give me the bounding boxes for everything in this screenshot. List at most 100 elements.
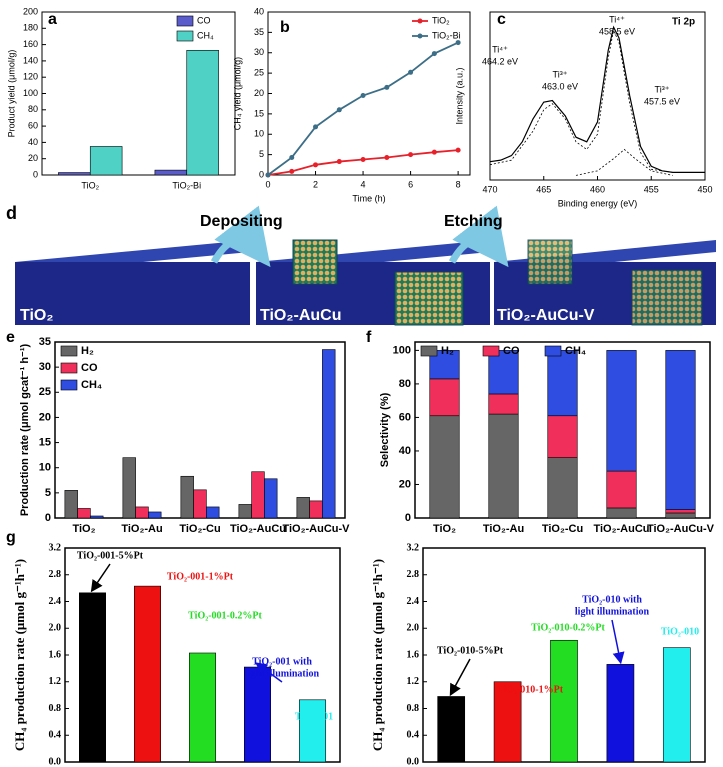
bar — [606, 664, 635, 763]
point — [384, 84, 390, 90]
y-tick-label: 0.8 — [49, 703, 62, 714]
legend-swatch — [544, 345, 562, 357]
bar — [77, 508, 91, 519]
y-tick-label: 15 — [39, 436, 51, 448]
y-tick-label: 100 — [393, 344, 411, 356]
point — [455, 147, 461, 153]
point — [265, 172, 271, 178]
legend-label: TiO₂ — [432, 15, 450, 25]
x-tick-label: 465 — [536, 184, 551, 194]
point — [408, 152, 414, 158]
x-tick-label: 0 — [265, 179, 270, 189]
x-tick-label: 450 — [697, 184, 712, 194]
y-tick-label: 3.2 — [49, 542, 62, 553]
bar — [437, 696, 466, 763]
bar — [89, 146, 123, 176]
bar-segment — [665, 512, 696, 519]
bar-segment — [606, 507, 637, 519]
point — [336, 107, 342, 113]
y-tick-label: 60 — [28, 120, 38, 130]
y-axis-label: CH₄ production rate (μmol g⁻¹h⁻¹) — [12, 559, 27, 751]
legend-swatch — [60, 362, 78, 374]
legend-label: H₂ — [441, 345, 454, 357]
annotation: 463.0 eV — [542, 81, 578, 91]
bar — [238, 504, 252, 519]
x-tick-label: TiO₂-AuCu — [230, 523, 286, 535]
y-axis-label: CH₄ yield (μmol/g) — [232, 57, 242, 130]
legend-swatch — [417, 18, 423, 24]
legend-swatch — [420, 345, 438, 357]
bar-segment — [429, 378, 460, 417]
bar — [251, 471, 265, 519]
annotation: Ti³⁺ — [553, 69, 568, 79]
y-tick-label: 30 — [39, 361, 51, 373]
annotation: TiO₂-001-0.2%Pt — [188, 610, 262, 621]
line — [267, 41, 459, 176]
y-tick-label: 0 — [405, 512, 411, 524]
y-tick-label: 60 — [399, 411, 411, 423]
panel-label: a — [48, 11, 57, 28]
y-tick-label: 25 — [254, 68, 264, 78]
chart-panel: c 470 465 460 455 450 Binding energy (eV) Inten… — [454, 11, 712, 208]
annotation-arrow — [611, 619, 625, 665]
y-tick-label: 40 — [399, 445, 411, 457]
y-tick-label: 2.8 — [407, 569, 420, 580]
step-label: Etching — [444, 213, 503, 230]
legend-swatch — [60, 379, 78, 391]
bar — [134, 585, 162, 763]
y-tick-label: 0.8 — [407, 703, 420, 714]
legend-label: CH₄ — [81, 379, 102, 391]
y-tick-label: 20 — [39, 411, 51, 423]
x-tick-label: TiO₂-Au — [121, 523, 162, 535]
bar — [154, 169, 188, 176]
annotation-arrow — [255, 662, 283, 683]
bar-segment — [547, 415, 578, 458]
bar-segment — [488, 413, 519, 519]
y-tick-label: 3.2 — [407, 542, 420, 553]
bar — [79, 592, 107, 763]
process-arrow — [448, 205, 509, 268]
bar — [90, 515, 104, 519]
y-tick-label: 0.0 — [407, 756, 420, 767]
annotation-arrow — [90, 563, 111, 593]
y-tick-label: 20 — [28, 153, 38, 163]
x-axis-label: Time (h) — [352, 193, 385, 203]
y-tick-label: 0.4 — [49, 730, 62, 741]
y-tick-label: 35 — [254, 27, 264, 37]
point — [455, 40, 461, 46]
x-tick-label: TiO₂ — [433, 523, 456, 535]
annotation: Ti⁴⁺ — [492, 44, 508, 54]
y-tick-label: 5 — [45, 487, 51, 499]
y-axis-label: Production rate (μmol gcat⁻¹ h⁻¹) — [19, 343, 31, 516]
x-tick-label: TiO₂-Cu — [179, 523, 220, 535]
y-tick-label: 40 — [28, 137, 38, 147]
annotation: TiO₂-001-1%Pt — [167, 571, 234, 582]
chart-panel: b 0 5 10 15 20 25 30 35 40 0 2 4 6 8 Time (h) CH₄ yield … — [232, 6, 471, 203]
x-tick-label: TiO₂-AuCu — [593, 523, 649, 535]
bar — [64, 490, 78, 519]
y-tick-label: 2.8 — [49, 569, 62, 580]
y-axis-label: CH₄ production rate (μmol g⁻¹h⁻¹) — [370, 559, 385, 751]
x-tick-label: TiO₂ — [72, 523, 95, 535]
panel-label: d — [6, 203, 17, 223]
annotation: light illumination — [245, 668, 320, 679]
bar — [58, 172, 91, 176]
y-tick-label: 1.2 — [407, 676, 420, 687]
legend-label: TiO₂-Bi — [432, 30, 461, 40]
bar — [550, 639, 578, 763]
x-tick-label: TiO₂ — [81, 180, 99, 190]
y-tick-label: 1.6 — [407, 649, 420, 660]
y-tick-label: 0 — [259, 169, 264, 179]
chart-panel: 0.0 0.4 0.8 1.2 1.6 2.0 2.4 2.8 3.2 CH₄ productio… — [370, 542, 706, 767]
x-tick-label: TiO₂-Cu — [542, 523, 583, 535]
chart-panel: f 0 20 40 60 80 100 TiO₂ TiO₂-Au TiO₂-Cu TiO₂-AuCu… — [366, 329, 715, 535]
bar — [135, 506, 149, 519]
panel-label: g — [6, 529, 16, 546]
stage-label: TiO₂-AuCu — [260, 307, 341, 324]
x-tick-label: TiO₂-Bi — [172, 180, 201, 190]
step-label: Depositing — [200, 213, 283, 230]
annotation: 458.5 eV — [599, 26, 635, 36]
x-axis-label: Binding energy (eV) — [558, 198, 638, 208]
y-tick-label: 80 — [399, 378, 411, 390]
